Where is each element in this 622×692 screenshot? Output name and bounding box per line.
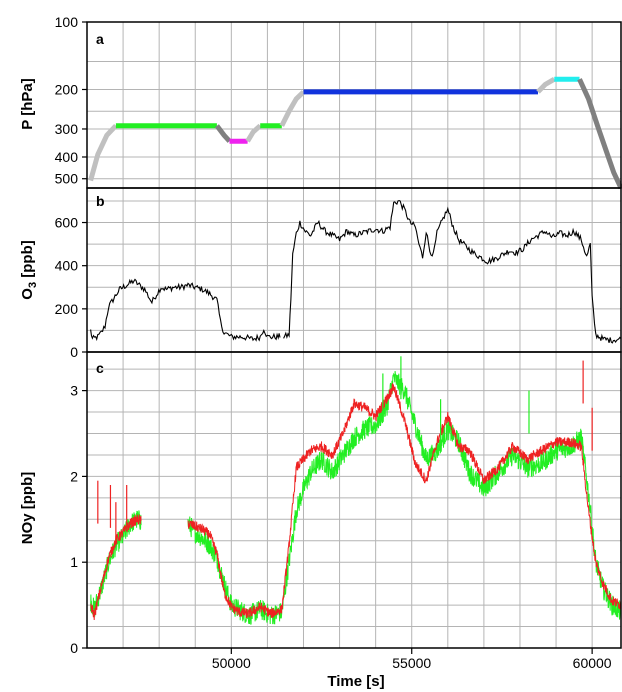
panel-frame-a — [86, 21, 622, 189]
y-tick-label: 1 — [70, 554, 78, 570]
y-tick-label: 400 — [55, 149, 79, 165]
y-tick-label: 200 — [55, 81, 79, 97]
panel-c-ylabel: NOy [ppb] — [19, 472, 36, 545]
panel-a-ylabel: P [hPa] — [19, 78, 36, 129]
y-tick-label: 600 — [55, 215, 79, 231]
x-axis-title: Time [s] — [327, 673, 384, 690]
panel-b-ylabel: O3 [ppb] — [19, 240, 39, 299]
x-tick-label: 60000 — [573, 655, 612, 671]
pressure-segment — [279, 90, 306, 127]
panel-letter-b: b — [96, 193, 105, 209]
y-tick-label: 300 — [55, 121, 79, 137]
frame-layer — [82, 21, 622, 654]
pressure-segment — [214, 124, 232, 143]
noy-series-line-noy_red — [187, 383, 622, 619]
y-tick-label: 0 — [70, 640, 78, 656]
y-tick-label: 100 — [55, 14, 79, 30]
y-tick-label: 400 — [55, 258, 79, 274]
grid-layer — [87, 22, 621, 648]
pressure-segment — [88, 123, 118, 182]
data-layer — [88, 76, 622, 625]
y-tick-label: 2 — [70, 468, 78, 484]
x-tick-label: 50000 — [212, 655, 251, 671]
y-tick-label: 3 — [70, 383, 78, 399]
panel-letter-a: a — [96, 31, 104, 47]
y-tick-label: 0 — [70, 344, 78, 360]
y-tick-label: 200 — [55, 301, 79, 317]
noy-series-line-noy_green — [187, 370, 622, 625]
x-tick-label: 55000 — [392, 655, 431, 671]
label-layer: 100 200 300 400 500 0 200 400 600 0 1 2 3 50000 55000 6… — [55, 14, 612, 671]
pressure-segment — [245, 123, 262, 143]
pressure-segment — [577, 78, 622, 190]
panel-letter-c: c — [96, 360, 104, 376]
pressure-segment — [536, 77, 556, 94]
ozone-series-line — [283, 200, 622, 344]
panel-frame-c — [86, 351, 622, 649]
panel-frame-b — [86, 187, 622, 353]
ozone-series-line — [90, 278, 281, 342]
y-tick-label: 500 — [55, 171, 79, 187]
